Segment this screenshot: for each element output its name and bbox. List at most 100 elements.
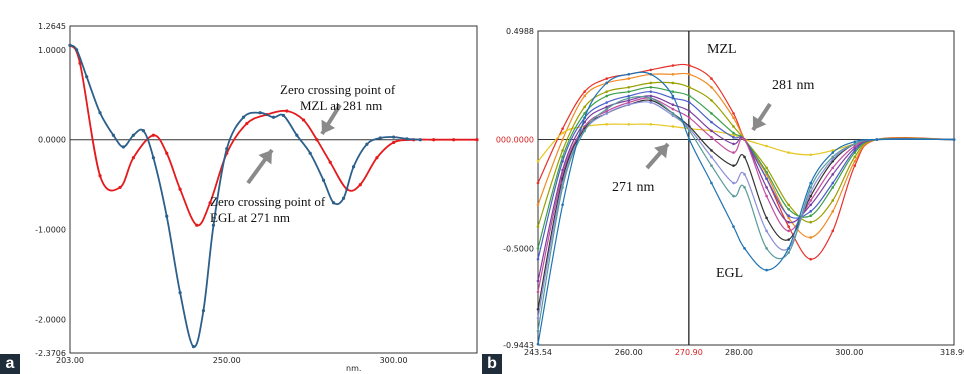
x-tick-label-b: 280.00 <box>725 348 753 357</box>
data-point-b <box>732 133 735 137</box>
data-point-a <box>341 196 346 200</box>
data-point-b <box>649 86 653 89</box>
data-point-b <box>809 210 813 213</box>
data-point-b <box>583 105 586 109</box>
data-point-b <box>561 159 564 163</box>
data-point-b <box>605 109 608 113</box>
data-point-b <box>875 138 879 141</box>
data-point-b <box>561 203 564 207</box>
data-point-a <box>295 133 299 137</box>
data-point-b <box>831 149 835 152</box>
data-point-b <box>743 186 746 189</box>
y-tick-label-b: -0.5000 <box>503 244 534 253</box>
data-point-b <box>671 94 675 98</box>
data-point-b <box>853 149 857 152</box>
data-point-b <box>853 159 857 163</box>
data-point-b <box>671 64 675 67</box>
data-point-a <box>98 111 102 115</box>
data-point-a <box>281 113 286 118</box>
data-point-b <box>787 225 790 228</box>
annotation-mzl-line2: MZL at 281 nm <box>300 98 383 113</box>
data-point-b <box>710 86 713 89</box>
data-point-b <box>605 81 608 85</box>
data-point-a <box>201 309 206 313</box>
data-point-a <box>208 201 212 205</box>
data-point-b <box>536 290 540 294</box>
data-point-b <box>831 210 835 213</box>
data-point-a <box>241 115 246 119</box>
data-point-a <box>111 133 115 137</box>
data-point-b <box>732 164 735 167</box>
data-point-b <box>583 129 586 133</box>
data-point-a <box>165 151 169 155</box>
chart-panel-b: 0.4988 000.0000 -0.5000 -0.9443 243.54 260.00… <box>482 0 964 374</box>
x-unit-label-a: nm. <box>346 364 361 373</box>
data-point-a <box>378 136 382 140</box>
data-point-b <box>831 186 835 189</box>
series-line-b-7 <box>537 97 955 292</box>
data-point-b <box>671 114 675 117</box>
x-tick-label-b: 260.00 <box>615 348 643 357</box>
data-point-a <box>321 178 326 182</box>
series-line-b-3 <box>537 81 955 227</box>
data-point-b <box>732 151 735 154</box>
data-point-a <box>141 129 145 133</box>
data-point-a <box>328 160 332 164</box>
data-point-a <box>131 156 135 160</box>
data-point-b <box>627 99 631 102</box>
data-point-b <box>809 181 813 185</box>
x-tick-label-a: 300.00 <box>380 356 408 365</box>
data-point-b <box>831 173 835 176</box>
x-tick-label-a: 250.00 <box>213 356 241 365</box>
data-point-a <box>258 111 262 115</box>
data-point-a <box>375 156 379 160</box>
data-point-b <box>605 77 608 80</box>
data-point-b <box>853 142 857 146</box>
annotation-271nm: 271 nm <box>612 180 655 195</box>
data-point-b <box>627 77 631 80</box>
series-line-b-8 <box>537 99 955 310</box>
data-point-b <box>743 247 746 250</box>
arrow-mzl-a <box>320 103 342 136</box>
data-point-b <box>536 307 540 311</box>
data-point-b <box>765 247 768 250</box>
data-point-b <box>787 203 790 207</box>
data-point-b <box>732 225 735 228</box>
data-point-b <box>853 140 857 144</box>
data-point-b <box>605 105 608 109</box>
data-point-b <box>831 155 835 159</box>
data-point-b <box>952 138 956 141</box>
data-point-a <box>225 147 229 151</box>
data-point-b <box>710 129 713 133</box>
data-point-b <box>688 101 691 104</box>
data-point-b <box>809 257 813 261</box>
data-point-a <box>151 156 156 160</box>
data-point-b <box>671 72 675 76</box>
data-point-b <box>787 220 790 224</box>
data-point-b <box>649 72 653 76</box>
data-point-b <box>688 72 691 76</box>
data-point-b <box>605 90 608 93</box>
data-point-b <box>605 101 608 104</box>
data-point-b <box>649 94 653 98</box>
data-point-b <box>787 214 790 217</box>
data-point-b <box>688 94 691 98</box>
data-point-b <box>765 216 768 220</box>
series-line-b-5 <box>537 91 955 260</box>
data-point-b <box>853 164 857 167</box>
data-point-b <box>743 155 746 159</box>
data-point-b <box>688 138 691 141</box>
annotation-mzl-line1: Zero crossing point of <box>280 82 396 97</box>
data-point-b <box>787 207 790 211</box>
data-point-b <box>627 123 631 126</box>
data-point-b <box>688 64 691 67</box>
arrow-271nm-b <box>645 142 670 170</box>
data-point-b <box>743 173 746 176</box>
data-point-b <box>765 144 768 148</box>
data-point-a <box>285 109 289 113</box>
data-point-b <box>787 238 790 241</box>
data-point-b <box>732 116 735 120</box>
data-point-b <box>583 120 586 124</box>
annotation-egl: EGL <box>716 266 744 281</box>
data-point-b <box>732 131 735 135</box>
